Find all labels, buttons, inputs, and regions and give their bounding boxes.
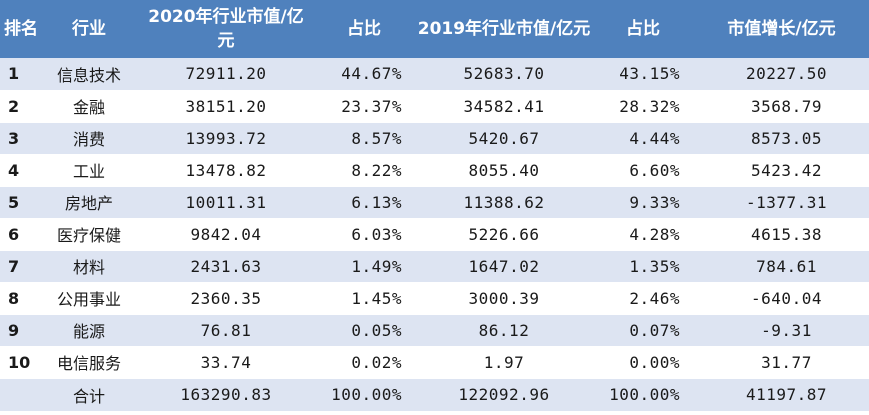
share2019-cell: 28.32% bbox=[592, 90, 694, 123]
table-body: 1 信息技术 72911.20 44.67% 52683.70 43.15% 20227.5… bbox=[0, 58, 869, 379]
industry-cell: 公用事业 bbox=[38, 282, 140, 315]
header-share2020: 占比 bbox=[312, 0, 416, 58]
mv2020-cell: 10011.31 bbox=[140, 186, 312, 219]
mv2019-cell: 52683.70 bbox=[416, 58, 592, 91]
industry-cell: 信息技术 bbox=[38, 58, 140, 91]
rank-cell: 6 bbox=[0, 218, 38, 251]
share2020-cell: 6.13% bbox=[312, 186, 416, 219]
share2019-cell: 2.46% bbox=[592, 282, 694, 315]
share2020-cell: 1.49% bbox=[312, 250, 416, 283]
share2019-cell: 1.35% bbox=[592, 250, 694, 283]
header-share2019: 占比 bbox=[592, 0, 694, 58]
share2020-cell: 6.03% bbox=[312, 218, 416, 251]
header-rank: 排名 bbox=[0, 0, 38, 58]
mv2020-cell: 76.81 bbox=[140, 314, 312, 347]
header-industry: 行业 bbox=[38, 0, 140, 58]
rank-cell: 5 bbox=[0, 186, 38, 219]
share2020-cell: 44.67% bbox=[312, 58, 416, 91]
total-share2019: 100.00% bbox=[592, 378, 694, 411]
rank-cell: 9 bbox=[0, 314, 38, 347]
growth-cell: 4615.38 bbox=[694, 218, 869, 251]
share2019-cell: 4.28% bbox=[592, 218, 694, 251]
growth-cell: 8573.05 bbox=[694, 122, 869, 155]
total-mv2020: 163290.83 bbox=[140, 378, 312, 411]
table-row: 10 电信服务 33.74 0.02% 1.97 0.00% 31.77 bbox=[0, 346, 869, 379]
share2020-cell: 0.05% bbox=[312, 314, 416, 347]
mv2020-cell: 2431.63 bbox=[140, 250, 312, 283]
mv2019-cell: 3000.39 bbox=[416, 282, 592, 315]
mv2019-cell: 1647.02 bbox=[416, 250, 592, 283]
total-growth: 41197.87 bbox=[694, 378, 869, 411]
share2019-cell: 0.07% bbox=[592, 314, 694, 347]
growth-cell: 784.61 bbox=[694, 250, 869, 283]
header-row: 排名 行业 2020年行业市值/亿元 占比 2019年行业市值/亿元 占比 市值… bbox=[0, 0, 869, 58]
mv2019-cell: 34582.41 bbox=[416, 90, 592, 123]
growth-cell: 20227.50 bbox=[694, 58, 869, 91]
mv2019-cell: 5420.67 bbox=[416, 122, 592, 155]
total-row: 合计 163290.83 100.00% 122092.96 100.00% 4… bbox=[0, 378, 869, 411]
table-row: 2 金融 38151.20 23.37% 34582.41 28.32% 3568.79 bbox=[0, 90, 869, 123]
mv2020-cell: 38151.20 bbox=[140, 90, 312, 123]
share2019-cell: 43.15% bbox=[592, 58, 694, 91]
mv2020-cell: 2360.35 bbox=[140, 282, 312, 315]
total-share2020: 100.00% bbox=[312, 378, 416, 411]
rank-cell: 3 bbox=[0, 122, 38, 155]
table-row: 5 房地产 10011.31 6.13% 11388.62 9.33% -1377.31 bbox=[0, 186, 869, 219]
share2020-cell: 8.22% bbox=[312, 154, 416, 187]
header-growth: 市值增长/亿元 bbox=[694, 0, 869, 58]
mv2020-cell: 13478.82 bbox=[140, 154, 312, 187]
share2020-cell: 23.37% bbox=[312, 90, 416, 123]
header-mv2020: 2020年行业市值/亿元 bbox=[140, 0, 312, 58]
mv2019-cell: 8055.40 bbox=[416, 154, 592, 187]
rank-cell: 7 bbox=[0, 250, 38, 283]
rank-cell: 8 bbox=[0, 282, 38, 315]
share2019-cell: 4.44% bbox=[592, 122, 694, 155]
share2019-cell: 6.60% bbox=[592, 154, 694, 187]
growth-cell: 5423.42 bbox=[694, 154, 869, 187]
mv2020-cell: 72911.20 bbox=[140, 58, 312, 91]
industry-cell: 房地产 bbox=[38, 186, 140, 219]
mv2020-cell: 13993.72 bbox=[140, 122, 312, 155]
rank-cell: 2 bbox=[0, 90, 38, 123]
mv2019-cell: 1.97 bbox=[416, 346, 592, 379]
table-row: 9 能源 76.81 0.05% 86.12 0.07% -9.31 bbox=[0, 314, 869, 347]
total-mv2019: 122092.96 bbox=[416, 378, 592, 411]
total-label: 合计 bbox=[38, 378, 140, 411]
mv2020-cell: 33.74 bbox=[140, 346, 312, 379]
table-row: 7 材料 2431.63 1.49% 1647.02 1.35% 784.61 bbox=[0, 250, 869, 283]
industry-cell: 材料 bbox=[38, 250, 140, 283]
table-row: 3 消费 13993.72 8.57% 5420.67 4.44% 8573.05 bbox=[0, 122, 869, 155]
share2020-cell: 8.57% bbox=[312, 122, 416, 155]
mv2020-cell: 9842.04 bbox=[140, 218, 312, 251]
share2019-cell: 9.33% bbox=[592, 186, 694, 219]
share2019-cell: 0.00% bbox=[592, 346, 694, 379]
rank-cell: 1 bbox=[0, 58, 38, 91]
rank-cell: 10 bbox=[0, 346, 38, 379]
table-row: 4 工业 13478.82 8.22% 8055.40 6.60% 5423.42 bbox=[0, 154, 869, 187]
growth-cell: 3568.79 bbox=[694, 90, 869, 123]
header-mv2019: 2019年行业市值/亿元 bbox=[416, 0, 592, 58]
industry-cell: 工业 bbox=[38, 154, 140, 187]
rank-cell: 4 bbox=[0, 154, 38, 187]
growth-cell: -9.31 bbox=[694, 314, 869, 347]
share2020-cell: 1.45% bbox=[312, 282, 416, 315]
total-rank-cell bbox=[0, 378, 38, 411]
table-row: 8 公用事业 2360.35 1.45% 3000.39 2.46% -640.04 bbox=[0, 282, 869, 315]
growth-cell: -640.04 bbox=[694, 282, 869, 315]
industry-cell: 能源 bbox=[38, 314, 140, 347]
mv2019-cell: 11388.62 bbox=[416, 186, 592, 219]
mv2019-cell: 86.12 bbox=[416, 314, 592, 347]
industry-cell: 金融 bbox=[38, 90, 140, 123]
industry-cell: 电信服务 bbox=[38, 346, 140, 379]
growth-cell: -1377.31 bbox=[694, 186, 869, 219]
industry-cell: 消费 bbox=[38, 122, 140, 155]
growth-cell: 31.77 bbox=[694, 346, 869, 379]
table-row: 6 医疗保健 9842.04 6.03% 5226.66 4.28% 4615.38 bbox=[0, 218, 869, 251]
table-row: 1 信息技术 72911.20 44.67% 52683.70 43.15% 20227.5… bbox=[0, 58, 869, 91]
industry-cell: 医疗保健 bbox=[38, 218, 140, 251]
share2020-cell: 0.02% bbox=[312, 346, 416, 379]
mv2019-cell: 5226.66 bbox=[416, 218, 592, 251]
